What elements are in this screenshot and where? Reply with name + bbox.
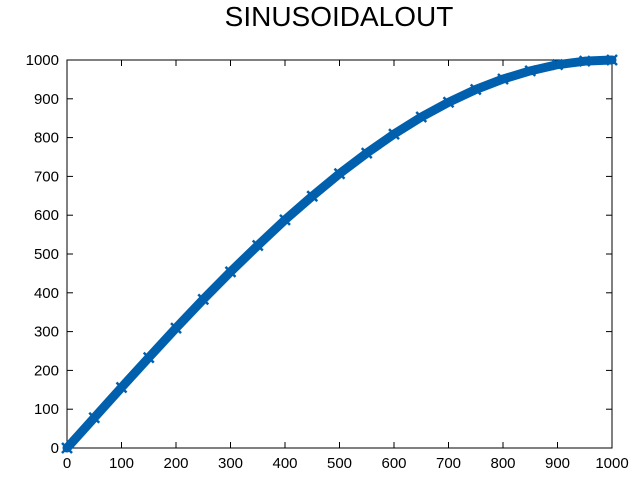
- x-tick-label: 700: [436, 455, 461, 472]
- data-point: [497, 73, 509, 85]
- y-tick-label: 100: [34, 401, 59, 418]
- series-layer: [61, 54, 618, 454]
- data-point: [306, 190, 319, 203]
- data-point-stroke: [115, 381, 128, 394]
- data-point: [170, 322, 182, 334]
- data-point-stroke: [360, 147, 373, 160]
- data-point-stroke: [197, 293, 210, 306]
- y-tick-label: 1000: [26, 52, 59, 69]
- data-point-stroke: [388, 128, 400, 140]
- data-point: [61, 442, 73, 454]
- data-point: [551, 58, 564, 71]
- x-tick-label: 300: [218, 455, 243, 472]
- data-point-stroke: [306, 190, 319, 203]
- y-tick-label: 600: [34, 207, 59, 224]
- data-point: [415, 111, 428, 123]
- data-point-stroke: [251, 239, 264, 252]
- data-point-stroke: [88, 411, 101, 424]
- plot-frame: [66, 59, 613, 449]
- data-point: [360, 147, 373, 160]
- data-point: [224, 265, 237, 278]
- x-tick-label: 600: [381, 455, 406, 472]
- data-point-stroke: [606, 54, 618, 66]
- y-tick-label: 900: [34, 91, 59, 108]
- y-tick-label: 200: [34, 362, 59, 379]
- plot-border: [66, 59, 613, 449]
- data-point-stroke: [170, 322, 182, 334]
- data-point: [442, 96, 455, 109]
- data-point: [333, 167, 346, 180]
- data-point: [197, 293, 210, 306]
- data-point-stroke: [578, 55, 591, 68]
- data-point: [578, 55, 591, 68]
- data-point-stroke: [497, 73, 509, 85]
- data-point: [251, 239, 264, 252]
- data-point-stroke: [524, 64, 537, 77]
- x-tick-label: 800: [490, 455, 515, 472]
- x-tick-label: 0: [63, 455, 71, 472]
- chart-title: SINUSOIDALOUT: [225, 1, 454, 32]
- data-point-stroke: [279, 213, 291, 226]
- y-tick-label: 400: [34, 285, 59, 302]
- data-point-stroke: [142, 351, 155, 364]
- x-tick-label: 900: [545, 455, 570, 472]
- x-tick-label: 500: [327, 455, 352, 472]
- data-point: [142, 351, 155, 364]
- data-point-stroke: [224, 265, 237, 278]
- y-tick-label: 300: [34, 324, 59, 341]
- data-point: [524, 64, 537, 77]
- y-tick-label: 0: [51, 440, 59, 457]
- y-tick-label: 700: [34, 168, 59, 185]
- x-tick-label: 100: [109, 455, 134, 472]
- data-point: [469, 83, 482, 96]
- data-point-stroke: [415, 111, 428, 123]
- data-point-stroke: [469, 83, 482, 96]
- x-axis: 0 100 200 300 400 500 600 700 800 900 1000: [63, 60, 629, 472]
- data-point: [606, 54, 618, 66]
- x-tick-label: 400: [272, 455, 297, 472]
- data-point: [388, 128, 400, 140]
- y-tick-label: 500: [34, 246, 59, 263]
- data-point: [279, 213, 291, 226]
- data-point-stroke: [551, 58, 564, 71]
- series-line: [62, 55, 617, 453]
- x-tick-label: 1000: [595, 455, 628, 472]
- data-point: [88, 411, 101, 424]
- data-point: [115, 381, 128, 394]
- data-point-stroke: [442, 96, 455, 109]
- y-tick-label: 800: [34, 130, 59, 147]
- data-point-stroke: [61, 442, 73, 454]
- x-tick-label: 200: [163, 455, 188, 472]
- data-point-stroke: [333, 167, 346, 180]
